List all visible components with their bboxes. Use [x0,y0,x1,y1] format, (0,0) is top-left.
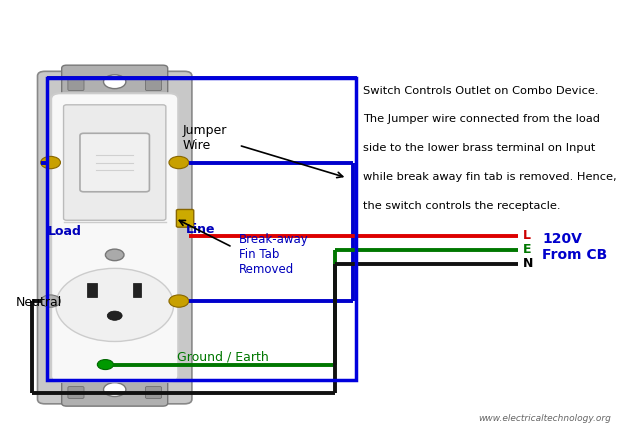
FancyBboxPatch shape [51,93,179,382]
Circle shape [41,295,61,307]
FancyBboxPatch shape [145,79,161,91]
Circle shape [41,157,61,169]
FancyBboxPatch shape [62,373,167,406]
Circle shape [104,383,126,396]
Circle shape [56,268,174,341]
Text: side to the lower brass terminal on Input: side to the lower brass terminal on Inpu… [363,143,595,153]
FancyBboxPatch shape [87,283,97,297]
FancyBboxPatch shape [63,105,166,220]
Circle shape [97,359,113,369]
Text: 120V
From CB: 120V From CB [542,232,608,262]
Text: the switch controls the receptacle.: the switch controls the receptacle. [363,201,560,211]
Circle shape [107,311,122,320]
Text: www.electricaltechnology.org: www.electricaltechnology.org [478,414,611,423]
Circle shape [169,157,188,169]
Circle shape [105,249,124,261]
FancyBboxPatch shape [68,387,84,399]
FancyBboxPatch shape [80,133,149,192]
Text: Neutral: Neutral [16,297,62,310]
Text: Load: Load [48,225,82,238]
Text: Line: Line [186,223,216,237]
Circle shape [104,75,126,89]
Text: while break away fin tab is removed. Hence,: while break away fin tab is removed. Hen… [363,172,616,182]
Text: The Jumper wire connected from the load: The Jumper wire connected from the load [363,114,600,124]
FancyBboxPatch shape [62,65,167,98]
FancyBboxPatch shape [133,283,141,297]
FancyBboxPatch shape [145,387,161,399]
Bar [46,78,356,380]
Text: E: E [523,243,531,256]
Text: Built-in Switch Controls the Receptacle in Combo Device: Built-in Switch Controls the Receptacle … [0,13,620,32]
Text: Jumper
Wire: Jumper Wire [183,123,228,151]
Circle shape [169,295,188,307]
Text: N: N [523,257,533,270]
Text: Break-away
Fin Tab
Removed: Break-away Fin Tab Removed [239,233,309,276]
Text: Ground / Earth: Ground / Earth [177,350,268,363]
Text: L: L [523,229,531,242]
FancyBboxPatch shape [38,71,192,404]
FancyBboxPatch shape [68,79,84,91]
Text: Switch Controls Outlet on Combo Device.: Switch Controls Outlet on Combo Device. [363,86,598,95]
FancyBboxPatch shape [176,209,193,227]
